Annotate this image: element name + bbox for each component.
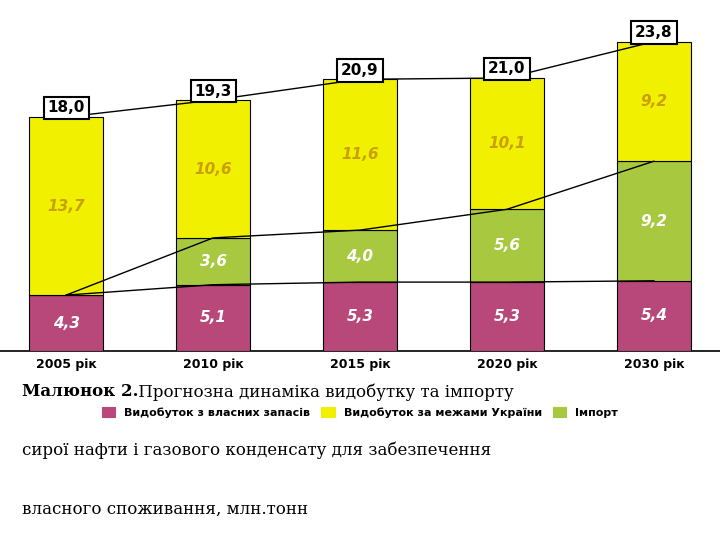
Text: 10,1: 10,1 (488, 136, 526, 151)
Text: 18,0: 18,0 (48, 100, 85, 116)
Legend: Видобуток з власних запасів, Видобуток за межами України, Імпорт: Видобуток з власних запасів, Видобуток з… (98, 403, 622, 423)
Bar (470, 78, 544, 210)
Text: Прогнозна динаміка видобутку та імпорту: Прогнозна динаміка видобутку та імпорту (133, 383, 514, 401)
Bar (323, 230, 397, 282)
Text: 3,6: 3,6 (199, 254, 227, 269)
Text: 9,2: 9,2 (640, 213, 667, 228)
Text: 13,7: 13,7 (48, 199, 85, 213)
Text: 20,9: 20,9 (341, 63, 379, 78)
Bar (176, 100, 250, 238)
Bar (617, 42, 690, 161)
Text: 23,8: 23,8 (635, 25, 672, 40)
Bar (617, 161, 690, 281)
Text: власного споживання, млн.тонн: власного споживання, млн.тонн (22, 501, 307, 518)
Text: 10,6: 10,6 (194, 161, 232, 177)
Bar (30, 295, 103, 351)
Text: 4,3: 4,3 (53, 315, 80, 330)
Text: 5,3: 5,3 (346, 309, 374, 324)
Text: 11,6: 11,6 (341, 147, 379, 162)
Text: 19,3: 19,3 (194, 84, 232, 98)
Text: сирої нафти і газового конденсату для забезпечення: сирої нафти і газового конденсату для за… (22, 442, 491, 460)
Bar (470, 210, 544, 282)
Bar (176, 238, 250, 285)
Text: 4,0: 4,0 (346, 248, 374, 264)
Text: 5,6: 5,6 (493, 238, 521, 253)
Text: 5,4: 5,4 (640, 308, 667, 323)
Text: Малюнок 2.: Малюнок 2. (22, 383, 138, 400)
Bar (323, 79, 397, 230)
Text: 9,2: 9,2 (640, 94, 667, 109)
Text: 21,0: 21,0 (488, 62, 526, 76)
Bar (617, 281, 690, 351)
Text: 5,3: 5,3 (493, 309, 521, 324)
Bar (323, 282, 397, 351)
Bar (30, 117, 103, 295)
Text: 5,1: 5,1 (199, 310, 227, 325)
Bar (176, 285, 250, 351)
Bar (470, 282, 544, 351)
